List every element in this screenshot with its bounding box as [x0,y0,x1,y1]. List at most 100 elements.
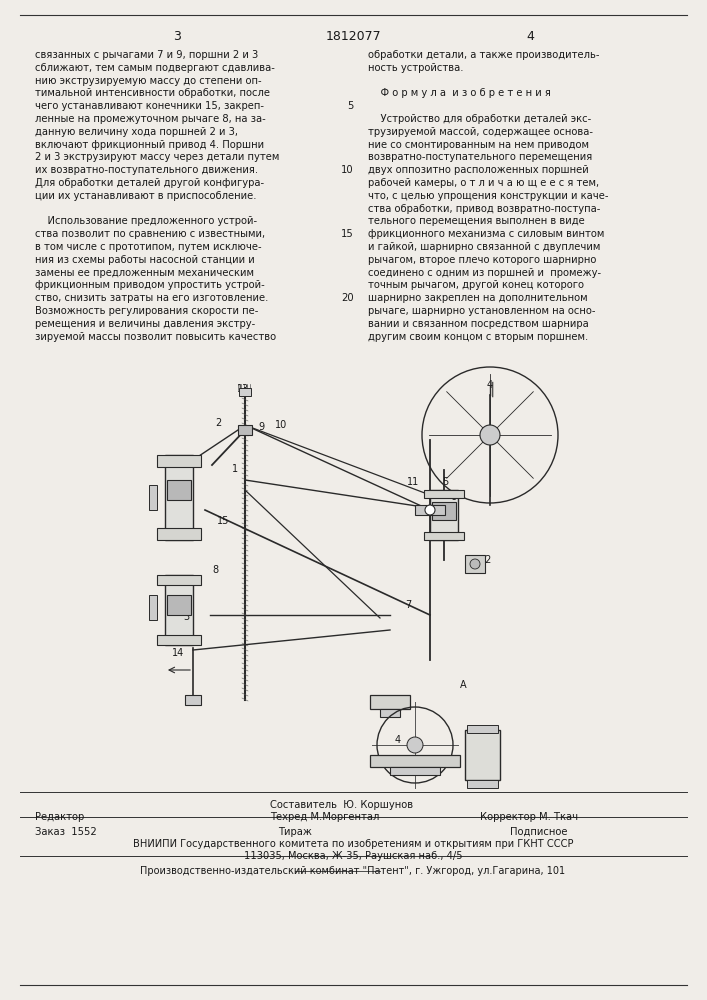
Text: Тираж: Тираж [278,827,312,837]
Text: вании и связанном посредством шарнира: вании и связанном посредством шарнира [368,319,589,329]
Text: ние со смонтированным на нем приводом: ние со смонтированным на нем приводом [368,140,589,150]
Text: ства обработки, привод возвратно-поступа-: ства обработки, привод возвратно-поступа… [368,204,600,214]
Text: ции их устанавливают в приспособление.: ции их устанавливают в приспособление. [35,191,257,201]
Text: Использование предложенного устрой-: Использование предложенного устрой- [35,216,257,226]
Text: шарнирно закреплен на дополнительном: шарнирно закреплен на дополнительном [368,293,588,303]
Text: ВНИИПИ Государственного комитета по изобретениям и открытиям при ГКНТ СССР: ВНИИПИ Государственного комитета по изоб… [133,839,573,849]
Text: что, с целью упрощения конструкции и каче-: что, с целью упрощения конструкции и кач… [368,191,609,201]
Text: 5: 5 [348,101,354,111]
Text: 113035, Москва, Ж-35, Раушская наб., 4/5: 113035, Москва, Ж-35, Раушская наб., 4/5 [244,851,462,861]
Bar [424,532,464,540]
Text: данную величину хода поршней 2 и 3,: данную величину хода поршней 2 и 3, [35,127,238,137]
Bar [432,502,456,520]
Bar [149,595,157,620]
Bar [465,730,500,780]
Text: 2: 2 [215,418,221,428]
Text: фрикционным приводом упростить устрой-: фрикционным приводом упростить устрой- [35,280,264,290]
Bar [167,480,191,500]
Bar [370,695,410,709]
Text: 1: 1 [232,464,238,474]
Bar [465,555,485,573]
Text: Производственно-издательский комбинат "Патент", г. Ужгород, ул.Гагарина, 101: Производственно-издательский комбинат "П… [141,866,566,876]
Text: Корректор М. Ткач: Корректор М. Ткач [480,812,578,822]
Text: Редактор: Редактор [35,812,84,822]
Text: возвратно-поступательного перемещения: возвратно-поступательного перемещения [368,152,592,162]
Text: включают фрикционный привод 4. Поршни: включают фрикционный привод 4. Поршни [35,140,264,150]
Text: 1812077: 1812077 [325,30,381,43]
Bar [370,755,460,767]
Text: Для обработки деталей другой конфигура-: Для обработки деталей другой конфигура- [35,178,264,188]
Text: 4: 4 [526,30,534,43]
Text: тимальной интенсивности обработки, после: тимальной интенсивности обработки, после [35,88,270,98]
Text: 15: 15 [217,516,229,526]
Bar [430,490,458,540]
Text: Возможность регулирования скорости пе-: Возможность регулирования скорости пе- [35,306,258,316]
Text: ния из схемы работы насосной станции и: ния из схемы работы насосной станции и [35,255,255,265]
Text: фрикционного механизма с силовым винтом: фрикционного механизма с силовым винтом [368,229,604,239]
Text: нию экструзируемую массу до степени оп-: нию экструзируемую массу до степени оп- [35,76,262,86]
Text: трузируемой массой, содержащее основа-: трузируемой массой, содержащее основа- [368,127,593,137]
Bar [149,485,157,510]
Text: 8: 8 [212,565,218,575]
Text: рычаге, шарнирно установленном на осно-: рычаге, шарнирно установленном на осно- [368,306,595,316]
Text: и гайкой, шарнирно связанной с двуплечим: и гайкой, шарнирно связанной с двуплечим [368,242,600,252]
Bar [165,455,193,540]
Text: Устройство для обработки деталей экс-: Устройство для обработки деталей экс- [368,114,591,124]
Text: чего устанавливают конечники 15, закреп-: чего устанавливают конечники 15, закреп- [35,101,264,111]
Text: связанных с рычагами 7 и 9, поршни 2 и 3: связанных с рычагами 7 и 9, поршни 2 и 3 [35,50,258,60]
Bar [157,528,201,540]
Text: ства позволит по сравнению с известными,: ства позволит по сравнению с известными, [35,229,265,239]
Text: 14: 14 [172,648,185,658]
Text: 3: 3 [173,30,181,43]
Circle shape [425,505,435,515]
Text: соединено с одним из поршней и  промежу-: соединено с одним из поршней и промежу- [368,268,601,278]
Text: 15: 15 [341,229,354,239]
Bar [167,595,191,615]
Bar [380,709,400,717]
Text: ство, снизить затраты на его изготовление.: ство, снизить затраты на его изготовлени… [35,293,269,303]
Text: 4: 4 [395,735,401,745]
Text: замены ее предложенным механическим: замены ее предложенным механическим [35,268,254,278]
Text: 9: 9 [258,422,264,432]
Bar [467,725,498,733]
Bar [467,780,498,788]
Text: 5: 5 [442,477,448,487]
Text: 11: 11 [407,477,419,487]
Bar [165,575,193,645]
Text: их возвратно-поступательного движения.: их возвратно-поступательного движения. [35,165,258,175]
Text: 7: 7 [405,600,411,610]
Bar [239,388,251,396]
Text: другим своим концом с вторым поршнем.: другим своим концом с вторым поршнем. [368,332,588,342]
Bar [157,455,201,467]
Bar [157,635,201,645]
Text: 13: 13 [237,384,250,394]
Circle shape [407,737,423,753]
Text: Подписное: Подписное [510,827,568,837]
Text: тельного перемещения выполнен в виде: тельного перемещения выполнен в виде [368,216,585,226]
Text: в том числе с прототипом, путем исключе-: в том числе с прототипом, путем исключе- [35,242,262,252]
Text: 20: 20 [341,293,354,303]
Circle shape [480,425,500,445]
Circle shape [470,559,480,569]
Text: сближают, тем самым подвергают сдавлива-: сближают, тем самым подвергают сдавлива- [35,63,275,73]
Text: 2 и 3 экструзируют массу через детали путем: 2 и 3 экструзируют массу через детали пу… [35,152,279,162]
Text: │: │ [489,382,496,397]
Text: двух оппозитно расположенных поршней: двух оппозитно расположенных поршней [368,165,589,175]
Text: 4: 4 [487,380,493,390]
Text: Составитель  Ю. Коршунов: Составитель Ю. Коршунов [270,800,413,810]
Bar [390,767,440,775]
Text: рабочей камеры, о т л и ч а ю щ е е с я тем,: рабочей камеры, о т л и ч а ю щ е е с я … [368,178,599,188]
Text: А: А [460,680,467,690]
Text: обработки детали, а также производитель-: обработки детали, а также производитель- [368,50,600,60]
Bar [185,695,201,705]
Text: 6: 6 [450,492,456,502]
Text: ленные на промежуточном рычаге 8, на за-: ленные на промежуточном рычаге 8, на за- [35,114,266,124]
Text: Ф о р м у л а  и з о б р е т е н и я: Ф о р м у л а и з о б р е т е н и я [368,88,551,98]
Text: 10: 10 [275,420,287,430]
Text: рычагом, второе плечо которого шарнирно: рычагом, второе плечо которого шарнирно [368,255,597,265]
Bar [415,505,445,515]
Text: ремещения и величины давления экстру-: ремещения и величины давления экстру- [35,319,255,329]
Text: зируемой массы позволит повысить качество: зируемой массы позволит повысить качеств… [35,332,276,342]
Text: 10: 10 [341,165,354,175]
Text: точным рычагом, другой конец которого: точным рычагом, другой конец которого [368,280,584,290]
